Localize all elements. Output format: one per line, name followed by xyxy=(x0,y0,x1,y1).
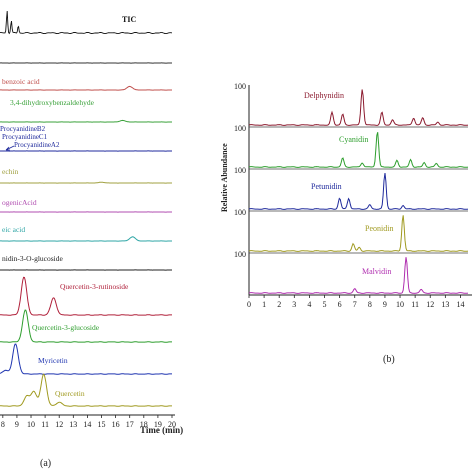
x-tick-label-a: 16 xyxy=(112,420,120,429)
x-tick-label-a: 20 xyxy=(168,420,176,429)
x-tick-label-a: 12 xyxy=(55,420,63,429)
x-tick-label-b: 12 xyxy=(426,300,434,309)
trace-quercetin-3-rutinoside xyxy=(0,276,172,316)
trace-label-procyanidineb2: ProcyanidineB2 xyxy=(0,125,46,133)
y-max-label-b: 100 xyxy=(234,250,246,259)
x-tick-label-b: 11 xyxy=(411,300,419,309)
y-max-label-b: 100 xyxy=(234,124,246,133)
x-tick-label-b: 8 xyxy=(368,300,372,309)
x-tick-label-a: 9 xyxy=(15,420,19,429)
x-tick-label-a: 8 xyxy=(1,420,5,429)
x-tick-label-b: 2 xyxy=(277,300,281,309)
trace-label-nidin-3-o-glucoside: nidin-3-O-glucoside xyxy=(2,254,63,263)
trace-cyanidin xyxy=(248,132,469,168)
trace-quercetin-3-glucoside xyxy=(0,309,172,343)
trace-delphynidin xyxy=(248,89,469,126)
trace-echin xyxy=(0,181,172,184)
trace-malvidin xyxy=(248,257,469,294)
x-tick-label-b: 9 xyxy=(383,300,387,309)
trace-label-malvidin: Malvidin xyxy=(362,267,391,276)
x-tick-label-a: 15 xyxy=(98,420,106,429)
y-max-label-b: 100 xyxy=(234,166,246,175)
y-max-label-b: 100 xyxy=(234,82,246,91)
y-axis-label-b: Relative Abundance xyxy=(220,143,229,212)
x-tick-label-b: 14 xyxy=(456,300,464,309)
trace-label-delphynidin: Delphynidin xyxy=(304,91,344,100)
trace-tic xyxy=(0,10,172,35)
panel-a-label: (a) xyxy=(40,458,51,469)
trace-label-peonidin: Peonidin xyxy=(365,224,393,233)
trace-label-benzoic-acid: benzoic acid xyxy=(2,77,40,86)
x-tick-label-b: 0 xyxy=(247,300,251,309)
x-tick-label-a: 17 xyxy=(126,420,134,429)
x-tick-label-b: 6 xyxy=(338,300,342,309)
panel-b: 100Delphynidin100Cyanidin100Petunidin100… xyxy=(234,82,472,309)
trace-label-quercetin-3-rutinoside: Quercetin-3-rutinoside xyxy=(60,282,129,291)
x-tick-label-a: 13 xyxy=(69,420,77,429)
trace-label-procyanidinec1: ProcyanidineC1 xyxy=(2,133,48,141)
x-tick-label-b: 10 xyxy=(396,300,404,309)
trace-label-cyanidin: Cyanidin xyxy=(339,135,368,144)
trace-benzoic-acid xyxy=(0,85,172,91)
panel-a: TIC benzoic acid 3,4-dihydroxybenzaldehyde… xyxy=(0,10,176,429)
x-tick-label-b: 13 xyxy=(441,300,449,309)
trace-peonidin xyxy=(248,215,469,252)
x-tick-label-a: 14 xyxy=(83,420,91,429)
x-tick-label-a: 10 xyxy=(27,420,35,429)
x-tick-label-a: 18 xyxy=(140,420,148,429)
trace-label-quercetin: Quercetin xyxy=(55,389,85,398)
trace-label-quercetin-3-glucoside: Quercetin-3-glucoside xyxy=(32,323,100,332)
trace-quercetin xyxy=(0,373,172,407)
x-tick-label-b: 7 xyxy=(353,300,357,309)
y-max-label-b: 100 xyxy=(234,208,246,217)
trace-label-3-4-dihydroxybenzaldehyde: 3,4-dihydroxybenzaldehyde xyxy=(10,98,95,107)
trace-label-procyanidinea2: ProcyanidineA2 xyxy=(14,141,60,149)
panel-b-label: (b) xyxy=(383,354,395,365)
trace-label-echin: echin xyxy=(2,167,18,176)
trace-label-petunidin: Petunidin xyxy=(311,182,342,191)
trace-3-4-dihydroxybenzaldehyde xyxy=(0,119,172,123)
trace-label-myricetin: Myricetin xyxy=(38,356,68,365)
trace-petunidin xyxy=(248,173,469,210)
trace-label-eic-acid: eic acid xyxy=(2,225,25,234)
trace-label-ogenicacid: ogenicAcid xyxy=(2,198,37,207)
trace-eic-acid xyxy=(0,236,172,242)
trace-myricetin xyxy=(0,343,172,375)
arrow-icon xyxy=(5,145,15,151)
x-axis-label-a: Time (min) xyxy=(140,425,183,435)
x-tick-label-b: 1 xyxy=(262,300,266,309)
x-tick-label-b: 3 xyxy=(292,300,296,309)
trace-label-tic: TIC xyxy=(122,15,136,24)
x-tick-label-a: 19 xyxy=(154,420,162,429)
x-tick-label-b: 5 xyxy=(323,300,327,309)
x-tick-label-a: 11 xyxy=(41,420,49,429)
x-tick-label-b: 4 xyxy=(307,300,311,309)
